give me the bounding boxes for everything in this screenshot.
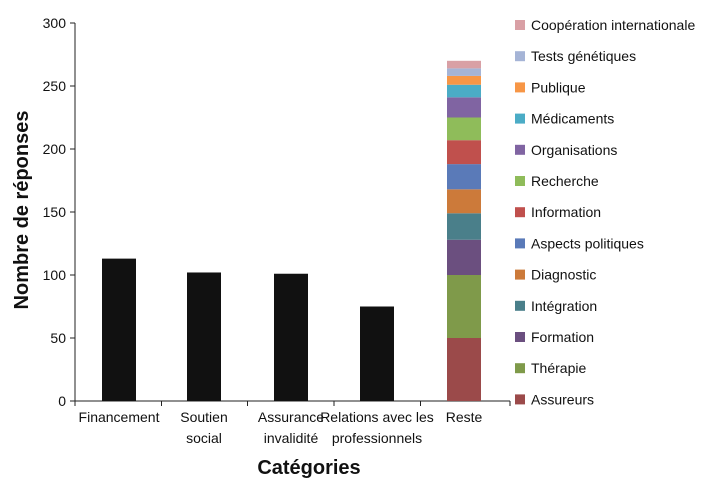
x-tick-label: Financement xyxy=(79,409,160,425)
x-tick-label: Soutien social xyxy=(180,409,227,446)
legend-swatch xyxy=(515,363,525,374)
legend-label: Publique xyxy=(531,79,586,95)
legend-label: Médicaments xyxy=(531,111,614,127)
bar xyxy=(360,306,394,401)
stacked-segment xyxy=(447,189,481,214)
stacked-segment xyxy=(447,68,481,76)
stacked-segment xyxy=(447,239,481,275)
stacked-segment xyxy=(447,75,481,85)
legend-label: Assureurs xyxy=(531,391,594,407)
bars xyxy=(102,60,481,401)
x-tick-label-line: Soutien xyxy=(180,409,227,425)
stacked-segment xyxy=(447,97,481,118)
legend-swatch xyxy=(515,176,525,186)
stacked-segment xyxy=(447,117,481,141)
legend-swatch xyxy=(515,51,525,62)
legend-swatch xyxy=(515,20,525,30)
legend-swatch xyxy=(515,82,525,93)
x-tick-label: Reste xyxy=(446,409,483,425)
legend-label: Organisations xyxy=(531,142,617,158)
legend-label: Recherche xyxy=(531,173,599,189)
legend-label: Diagnostic xyxy=(531,267,596,283)
x-tick-label-line: social xyxy=(186,430,222,446)
legend-label: Information xyxy=(531,204,601,220)
legend-swatch xyxy=(515,144,525,155)
x-tick-label-line: Reste xyxy=(446,409,483,425)
legend-swatch xyxy=(515,269,525,280)
legend-swatch xyxy=(515,300,525,311)
bar xyxy=(187,272,221,401)
y-tick-label: 200 xyxy=(43,141,67,157)
legend: Coopération internationale Tests génétiqu… xyxy=(515,17,695,407)
y-tick-label: 50 xyxy=(50,330,66,346)
x-tick-label: Relations avec les professionnels xyxy=(320,409,434,446)
x-tick-label-line: Financement xyxy=(79,409,160,425)
legend-label: Intégration xyxy=(531,298,597,314)
stacked-segment xyxy=(447,275,481,338)
legend-label: Thérapie xyxy=(531,360,586,376)
y-axis-title: Nombre de réponses xyxy=(11,111,33,310)
legend-label: Coopération internationale xyxy=(531,17,695,33)
bar xyxy=(274,273,308,401)
stacked-segment xyxy=(447,213,481,240)
legend-label: Formation xyxy=(531,329,594,345)
legend-label: Aspects politiques xyxy=(531,235,644,251)
stacked-segment xyxy=(447,338,481,401)
bar xyxy=(102,258,136,401)
x-tick-label-line: professionnels xyxy=(332,430,422,446)
y-tick-label: 250 xyxy=(43,78,67,94)
stacked-segment xyxy=(447,60,481,69)
x-tick-label-line: invalidité xyxy=(264,430,319,446)
y-tick-label: 100 xyxy=(43,267,67,283)
legend-swatch xyxy=(515,207,525,218)
x-tick-label-line: Relations avec les xyxy=(320,409,434,425)
x-tick-label-line: Assurance xyxy=(258,409,324,425)
x-axis-title: Catégories xyxy=(257,457,360,479)
y-tick-label: 300 xyxy=(43,15,67,31)
legend-swatch xyxy=(515,332,525,342)
legend-swatch xyxy=(515,113,525,124)
y-tick-label: 150 xyxy=(43,204,67,220)
stacked-segment xyxy=(447,164,481,190)
stacked-segment xyxy=(447,84,481,98)
axes: 0 50 100 150 200 250 300 Financement Soutien soci… xyxy=(43,15,511,446)
x-tick-label: Assurance invalidité xyxy=(258,409,324,446)
y-tick-label: 0 xyxy=(58,393,66,409)
stacked-segment xyxy=(447,140,481,165)
legend-swatch xyxy=(515,238,525,249)
legend-swatch xyxy=(515,394,525,405)
legend-label: Tests génétiques xyxy=(531,48,636,64)
